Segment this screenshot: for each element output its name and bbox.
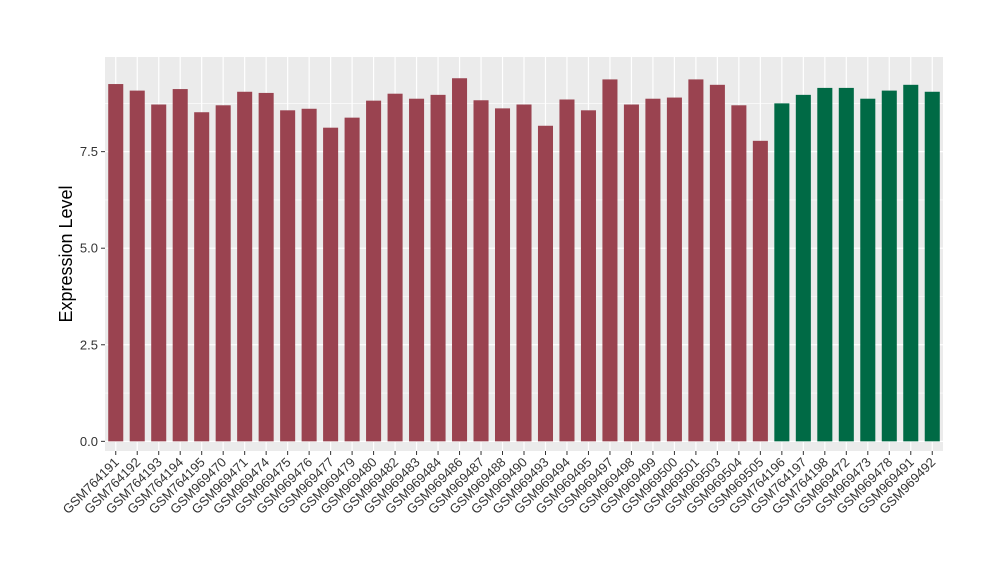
bar-GSM969487: [473, 100, 489, 442]
bar-GSM969492: [924, 91, 940, 442]
bar-GSM969490: [516, 104, 532, 442]
bar-GSM969501: [688, 79, 704, 442]
bar-GSM969478: [881, 90, 897, 442]
bar-GSM969497: [602, 79, 618, 442]
bar-GSM969503: [709, 84, 725, 442]
bar-GSM969500: [666, 97, 682, 442]
bars: [108, 78, 940, 442]
bar-GSM764196: [774, 103, 790, 442]
bar-GSM969471: [237, 91, 253, 442]
bar-GSM969475: [280, 110, 296, 442]
bar-GSM969493: [537, 125, 554, 442]
bar-GSM969474: [258, 92, 274, 442]
bar-GSM969505: [752, 140, 768, 442]
bar-GSM969472: [838, 87, 854, 442]
bar-GSM969483: [409, 98, 425, 442]
bar-GSM969498: [623, 104, 639, 442]
bar-GSM764197: [795, 94, 811, 442]
bar-GSM969484: [430, 94, 446, 442]
bar-GSM764194: [172, 89, 188, 442]
bar-GSM969470: [215, 105, 231, 442]
bar-GSM764192: [129, 90, 145, 442]
bar-GSM969486: [452, 78, 468, 442]
bar-GSM764198: [817, 87, 833, 442]
bar-GSM764195: [194, 112, 210, 442]
bar-GSM969473: [860, 98, 876, 442]
bar-GSM969476: [301, 108, 317, 442]
bar-GSM764193: [151, 104, 167, 442]
x-axis: GSM764191GSM764192GSM764193GSM764194GSM7…: [60, 451, 938, 517]
bar-GSM969504: [731, 105, 747, 442]
y-axis-title: Expression Level: [56, 185, 76, 322]
bar-GSM969499: [645, 98, 661, 442]
bar-GSM969494: [559, 99, 575, 442]
bar-GSM969480: [366, 100, 382, 442]
bar-GSM969477: [323, 127, 339, 442]
bar-GSM969491: [903, 84, 919, 442]
bar-GSM764191: [108, 84, 124, 442]
bar-GSM969488: [494, 108, 511, 442]
bar-GSM969479: [344, 117, 360, 442]
y-axis: 0.0 2.5 5.0 7.5: [80, 144, 105, 449]
y-tick-label: 7.5: [80, 144, 98, 159]
y-tick-label: 5.0: [80, 241, 98, 256]
bar-GSM969482: [387, 93, 403, 442]
y-tick-label: 0.0: [80, 434, 98, 449]
y-tick-label: 2.5: [80, 337, 98, 352]
bar-GSM969495: [580, 110, 596, 442]
